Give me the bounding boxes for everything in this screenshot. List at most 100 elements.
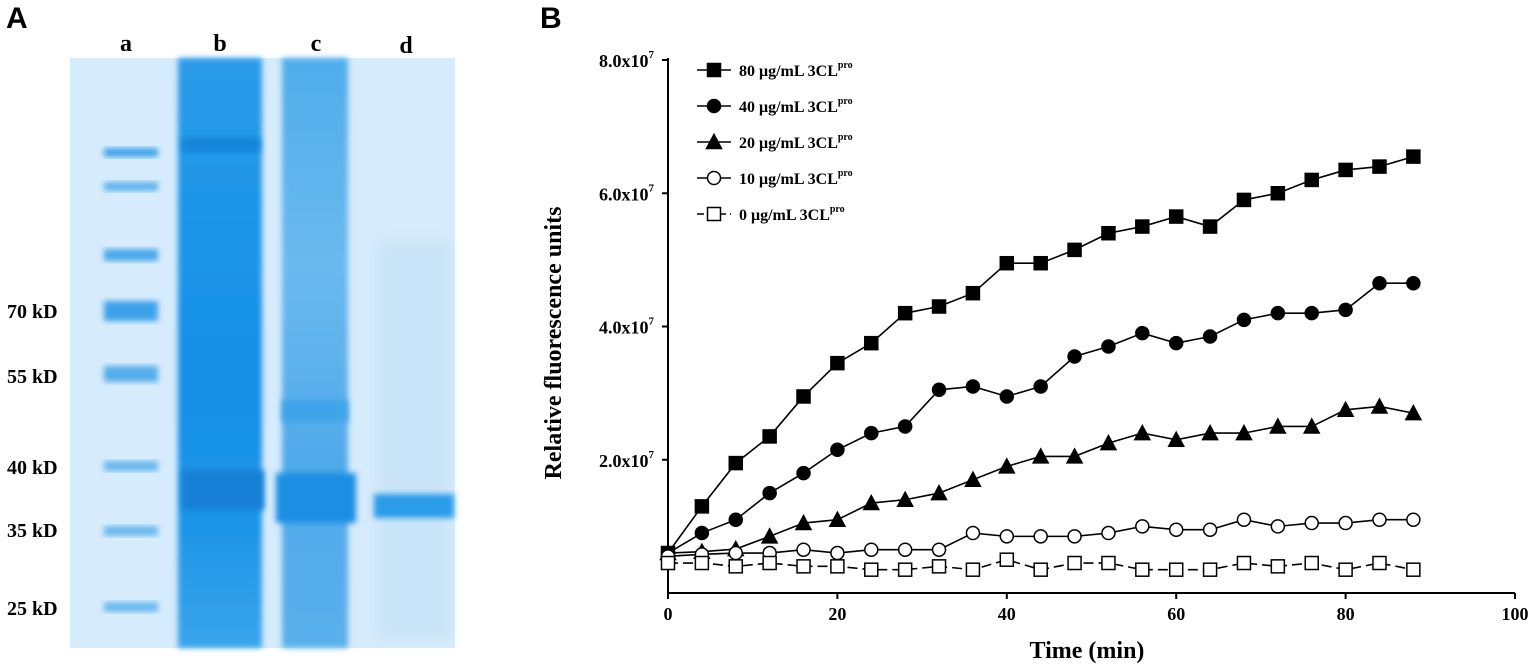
data-point <box>706 62 722 78</box>
marker-label: 40 kD <box>7 457 58 479</box>
data-point <box>1304 172 1319 188</box>
y-tick-label: 2.0x107 <box>599 449 655 471</box>
data-point <box>896 490 914 507</box>
legend-item: 80 μg/mL 3CLpro <box>697 60 853 80</box>
data-point <box>728 545 744 561</box>
data-point <box>1133 424 1152 441</box>
legend-item: 0 μg/mL 3CLpro <box>697 204 845 224</box>
data-point <box>964 470 982 487</box>
data-point <box>965 379 981 394</box>
data-point <box>1406 562 1421 577</box>
data-point <box>897 562 913 577</box>
data-point <box>1338 515 1353 531</box>
data-point <box>999 255 1015 271</box>
data-point <box>762 555 777 571</box>
data-point <box>897 542 913 557</box>
data-point <box>965 525 981 541</box>
data-point <box>1336 400 1355 418</box>
data-point <box>760 527 779 544</box>
lane-d-smear <box>378 240 450 640</box>
data-point <box>864 542 879 557</box>
series <box>660 552 1421 577</box>
data-point <box>728 455 744 471</box>
data-point <box>1065 447 1084 464</box>
data-point <box>1338 162 1353 178</box>
marker-label: 25 kD <box>7 598 58 620</box>
data-point <box>1270 519 1286 534</box>
x-tick-label: 100 <box>1502 604 1529 624</box>
sds-page-gel: a b c d 70 kD 55 kD 40 kD 35 kD 25 kD <box>0 0 530 670</box>
marker-label: 35 kD <box>7 520 58 542</box>
data-point <box>1236 192 1252 208</box>
data-point <box>1372 275 1387 291</box>
panel-a-label: A <box>6 2 28 35</box>
legend-label: 10 μg/mL 3CLpro <box>739 168 853 188</box>
data-point <box>1236 512 1252 527</box>
data-point <box>931 542 947 557</box>
data-point <box>1372 555 1387 571</box>
data-point <box>1406 275 1421 291</box>
data-point <box>694 525 710 541</box>
x-tick-label: 60 <box>1167 604 1185 624</box>
data-point <box>931 299 947 314</box>
series-line <box>667 282 1414 554</box>
data-point <box>999 552 1015 567</box>
data-point <box>1033 379 1048 394</box>
data-point <box>931 382 947 398</box>
data-point <box>897 305 913 321</box>
data-point <box>830 559 845 574</box>
data-point <box>694 555 710 571</box>
data-point <box>660 555 676 571</box>
data-point <box>1135 519 1150 534</box>
x-tick-label: 0 <box>664 604 673 624</box>
lane-c-band <box>276 473 356 523</box>
series-layer <box>659 149 1423 577</box>
data-point <box>862 493 881 511</box>
series <box>660 512 1421 564</box>
data-point <box>1404 404 1423 421</box>
data-point <box>1270 559 1286 574</box>
data-point <box>1338 302 1353 318</box>
data-point <box>796 465 811 481</box>
lane-c-band <box>282 400 348 422</box>
legend-label: 0 μg/mL 3CLpro <box>739 204 845 224</box>
data-point <box>1031 447 1050 464</box>
lane-b-smear <box>178 58 262 648</box>
data-point <box>931 559 947 574</box>
legend-label: 80 μg/mL 3CLpro <box>739 60 853 80</box>
data-point <box>965 285 981 301</box>
data-point <box>998 457 1016 474</box>
data-point <box>1168 562 1184 577</box>
y-axis-label: Relative fluorescence units <box>541 207 567 480</box>
panel-b-label: B <box>540 2 562 35</box>
lane-d-band <box>374 494 454 518</box>
data-point <box>999 389 1015 404</box>
data-point <box>762 429 777 444</box>
data-point <box>1406 149 1421 164</box>
data-point <box>1269 417 1287 434</box>
data-point <box>1101 555 1116 571</box>
data-point <box>1304 555 1319 571</box>
data-point <box>1370 397 1389 414</box>
data-point <box>1302 417 1321 434</box>
data-point <box>706 206 722 222</box>
ladder-band <box>104 366 158 382</box>
lane-label: b <box>213 31 226 57</box>
data-point <box>828 510 847 527</box>
data-point <box>1067 242 1082 258</box>
data-point <box>1304 305 1319 321</box>
data-point <box>1101 225 1116 241</box>
data-point <box>830 545 845 561</box>
data-point <box>1033 529 1048 544</box>
data-point <box>1168 522 1184 537</box>
data-point <box>1167 430 1185 448</box>
axes: 0 20 40 60 80 100 2.0x107 4.0x107 6.0x107 8.0x107 <box>599 49 1529 624</box>
data-point <box>1202 522 1218 537</box>
data-point <box>999 529 1015 544</box>
data-point <box>706 170 722 186</box>
lane-label: a <box>120 31 132 57</box>
data-point <box>1202 219 1218 234</box>
data-point <box>930 483 948 501</box>
ladder-band <box>104 182 158 191</box>
data-point <box>796 542 811 557</box>
